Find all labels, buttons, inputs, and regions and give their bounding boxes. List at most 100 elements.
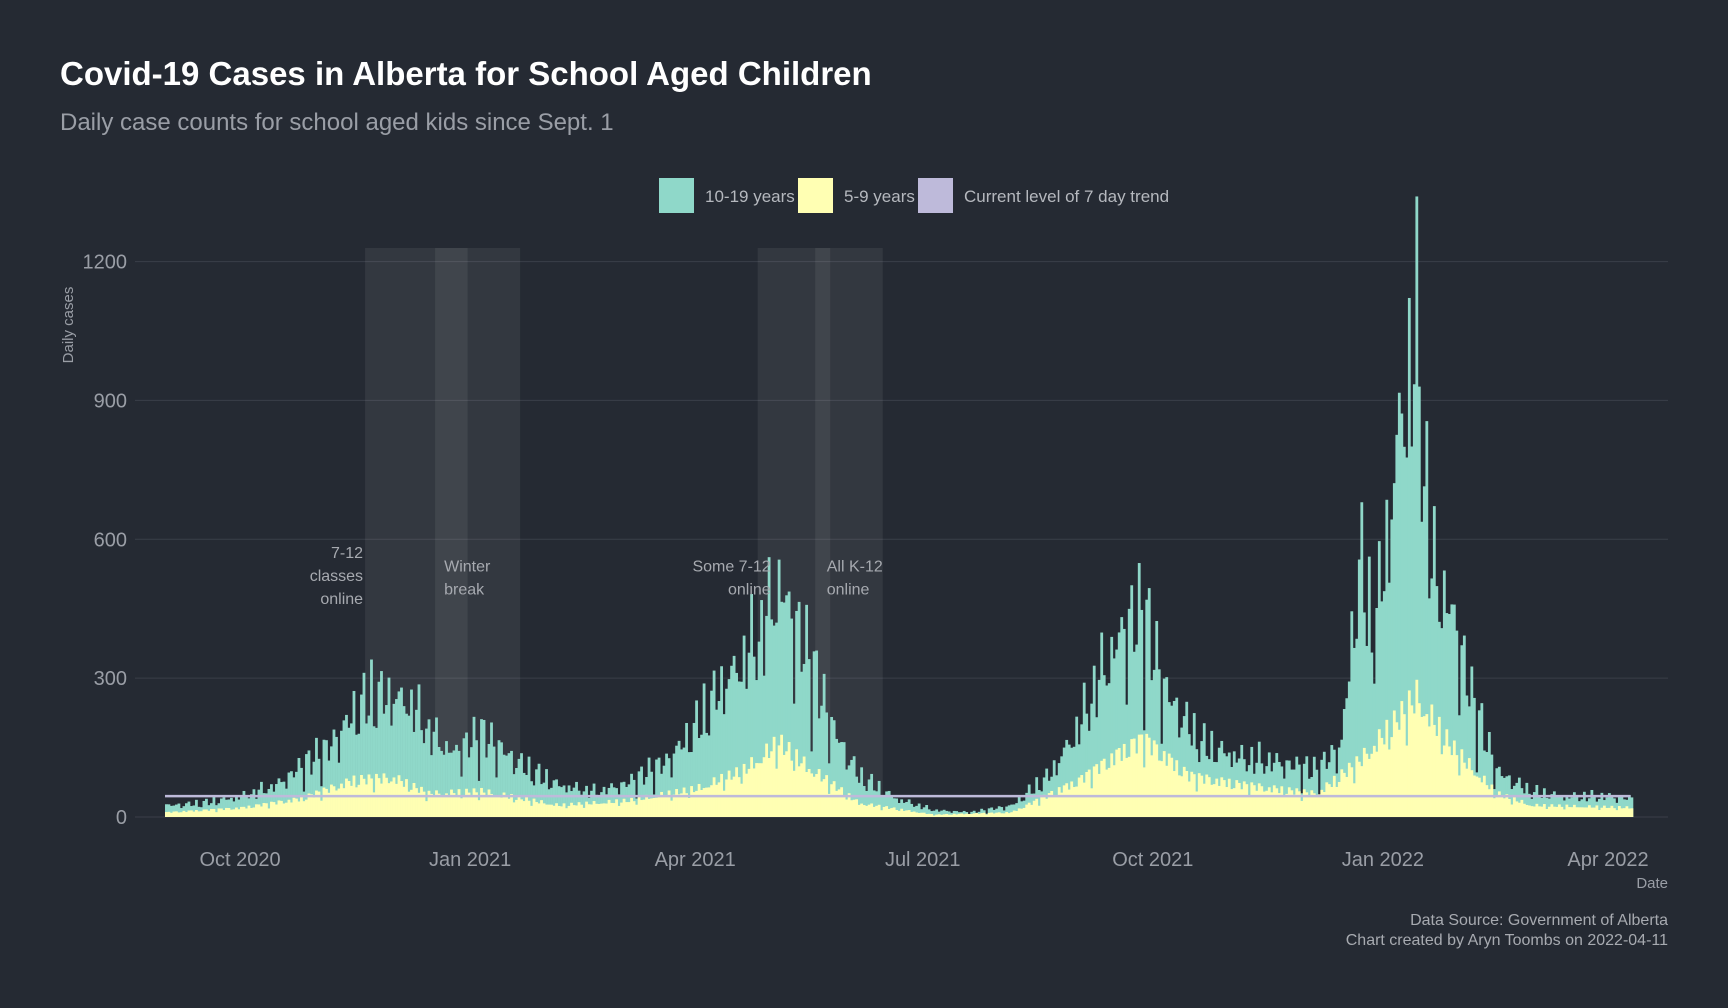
bar-5-9 xyxy=(917,813,921,817)
bar-5-9 xyxy=(702,788,706,817)
bar-5-9 xyxy=(455,795,458,817)
bar-5-9 xyxy=(365,784,368,817)
bar-5-9 xyxy=(282,803,286,817)
bar-5-9 xyxy=(1485,785,1489,817)
bar-10-19 xyxy=(475,740,478,817)
bar-10-19 xyxy=(857,782,861,817)
bar-5-9 xyxy=(1125,757,1129,817)
bar-10-19 xyxy=(1415,196,1419,818)
bar-5-9 xyxy=(750,757,754,817)
bar-5-9 xyxy=(1277,793,1281,817)
bar-10-19 xyxy=(1385,499,1389,817)
bar-5-9 xyxy=(1442,745,1446,817)
bar-10-19 xyxy=(330,746,333,817)
bar-5-9 xyxy=(1630,808,1634,817)
bar-5-9 xyxy=(1525,804,1529,817)
bar-10-19 xyxy=(745,688,748,817)
bar-10-19 xyxy=(1397,392,1401,817)
bar-5-9 xyxy=(490,793,493,817)
bar-5-9 xyxy=(327,792,331,817)
bar-10-19 xyxy=(905,801,909,817)
bar-5-9 xyxy=(362,778,366,817)
bar-10-19 xyxy=(782,602,786,817)
bar-10-19 xyxy=(1355,638,1359,817)
bar-10-19 xyxy=(1017,796,1021,817)
bar-10-19 xyxy=(1320,759,1324,817)
bar-10-19 xyxy=(895,798,899,817)
bar-5-9 xyxy=(980,813,984,817)
bar-10-19 xyxy=(387,677,391,817)
bar-5-9 xyxy=(1230,789,1234,817)
bar-5-9 xyxy=(850,800,854,817)
bar-5-9 xyxy=(1067,789,1071,817)
bar-10-19 xyxy=(860,767,864,817)
bar-10-19 xyxy=(1345,698,1349,817)
bar-10-19 xyxy=(932,810,936,817)
bar-5-9 xyxy=(402,786,406,817)
bar-5-9 xyxy=(992,813,996,817)
bar-10-19 xyxy=(1455,630,1459,817)
bar-5-9 xyxy=(887,808,891,817)
bar-5-9 xyxy=(1372,745,1376,817)
bar-10-19 xyxy=(1440,628,1444,817)
bar-5-9 xyxy=(970,814,974,817)
bar-10-19 xyxy=(385,705,388,817)
bar-10-19 xyxy=(252,789,256,817)
bar-5-9 xyxy=(1487,789,1491,817)
bar-5-9 xyxy=(320,800,323,817)
bar-5-9 xyxy=(630,797,633,817)
bar-5-9 xyxy=(410,789,413,817)
bar-10-19 xyxy=(987,808,991,817)
bar-10-19 xyxy=(1292,769,1296,817)
bar-5-9 xyxy=(722,790,726,817)
bar-10-19 xyxy=(617,794,621,817)
bar-5-9 xyxy=(1330,786,1334,817)
bar-5-9 xyxy=(852,799,856,817)
bar-5-9 xyxy=(940,814,944,817)
x-tick-label: Apr 2021 xyxy=(655,849,736,871)
bar-10-19 xyxy=(1442,570,1446,817)
bar-5-9 xyxy=(777,745,781,817)
bar-5-9 xyxy=(295,798,298,817)
bar-5-9 xyxy=(977,813,981,817)
bar-10-19 xyxy=(1422,486,1426,817)
bar-5-9 xyxy=(1572,804,1576,817)
bar-10-19 xyxy=(1117,632,1121,817)
bar-10-19 xyxy=(1487,731,1491,817)
bar-5-9 xyxy=(1447,746,1451,817)
bar-5-9 xyxy=(755,763,759,817)
bar-10-19 xyxy=(1172,700,1176,817)
bar-5-9 xyxy=(1212,784,1216,817)
bar-5-9 xyxy=(892,807,896,817)
x-tick-label: Oct 2021 xyxy=(1112,849,1193,871)
bar-10-19 xyxy=(347,727,351,817)
bar-10-19 xyxy=(702,683,706,817)
bar-5-9 xyxy=(337,788,341,817)
bar-5-9 xyxy=(1285,793,1289,817)
bar-5-9 xyxy=(420,786,423,817)
bar-5-9 xyxy=(537,803,541,817)
bar-10-19 xyxy=(830,716,834,817)
bar-10-19 xyxy=(325,740,328,817)
bar-5-9 xyxy=(1440,754,1444,817)
bar-5-9 xyxy=(1147,737,1151,817)
bar-5-9 xyxy=(1625,806,1629,817)
bar-10-19 xyxy=(477,780,481,817)
bar-5-9 xyxy=(680,793,683,817)
bar-5-9 xyxy=(585,801,588,817)
bar-10-19 xyxy=(790,618,794,817)
bar-5-9 xyxy=(570,802,573,817)
bar-5-9 xyxy=(450,789,453,817)
bar-10-19 xyxy=(432,731,436,817)
bar-10-19 xyxy=(1305,756,1309,817)
bar-5-9 xyxy=(412,782,416,817)
bar-5-9 xyxy=(215,812,218,817)
bar-10-19 xyxy=(1082,682,1086,817)
bar-10-19 xyxy=(417,684,421,817)
bar-10-19 xyxy=(407,715,411,817)
bar-5-9 xyxy=(1215,778,1219,817)
bar-5-9 xyxy=(1260,786,1264,817)
bar-10-19 xyxy=(487,743,491,817)
bar-5-9 xyxy=(577,802,581,817)
